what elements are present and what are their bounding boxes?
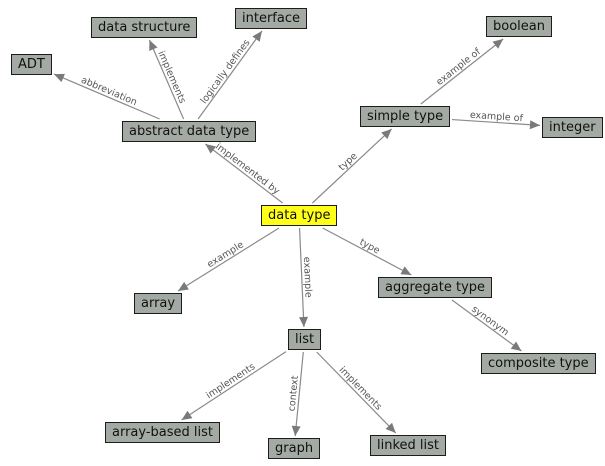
arrowhead-icon: [178, 281, 189, 291]
edge-line: [148, 39, 185, 120]
edge-label: example: [301, 257, 314, 298]
node-interface[interactable]: interface: [235, 8, 307, 29]
arrowhead-icon: [291, 425, 301, 436]
edge-label: implements: [155, 49, 187, 105]
node-array-based-list[interactable]: array-based list: [105, 422, 221, 443]
edge-label: example of: [470, 110, 524, 124]
edge-abstract-data-type-to-data-structure: implements: [148, 39, 188, 120]
node-simple-type[interactable]: simple type: [360, 106, 451, 127]
edge-line: [294, 351, 304, 437]
edge-aggregate-type-to-composite-type: synonym: [451, 299, 522, 352]
edge-line: [53, 73, 160, 120]
edge-label: example: [205, 239, 246, 270]
edge-data-type-to-simple-type: type: [311, 128, 393, 204]
edge-abstract-data-type-to-adt: abbreviation: [53, 73, 160, 120]
arrowhead-icon: [299, 316, 308, 327]
arrowhead-icon: [252, 31, 262, 42]
edge-list-to-array-based-list: implements: [181, 351, 287, 421]
node-composite-type[interactable]: composite type: [481, 353, 596, 374]
edge-line: [451, 118, 541, 126]
edge-label: logically defines: [199, 37, 253, 106]
node-data-type[interactable]: data type: [261, 205, 338, 226]
edge-line: [322, 227, 412, 276]
edge-line: [451, 299, 522, 352]
node-list[interactable]: list: [288, 329, 322, 350]
arrowhead-icon: [400, 266, 412, 275]
edge-line: [205, 143, 283, 204]
edge-line: [181, 351, 287, 421]
arrowhead-icon: [205, 144, 217, 154]
edge-simple-type-to-integer: example of: [451, 110, 541, 130]
arrowhead-icon: [529, 120, 540, 130]
arrowhead-icon: [510, 341, 522, 351]
arrowhead-icon: [492, 39, 504, 49]
edge-line: [177, 227, 280, 292]
edge-line: [197, 30, 263, 120]
edge-data-type-to-aggregate-type: type: [322, 227, 412, 276]
edge-data-type-to-list: example: [298, 227, 314, 328]
edge-list-to-linked-list: implements: [316, 351, 397, 434]
node-adt[interactable]: ADT: [11, 54, 52, 75]
edge-simple-type-to-boolean: example of: [420, 38, 504, 105]
edge-label: context: [287, 375, 301, 412]
edge-label: abbreviation: [79, 75, 138, 108]
node-array[interactable]: array: [134, 293, 183, 314]
arrowhead-icon: [54, 73, 65, 83]
edge-label: example of: [434, 46, 483, 88]
edge-label: type: [358, 237, 382, 257]
arrowhead-icon: [385, 422, 396, 433]
edge-line: [420, 38, 504, 105]
edge-data-type-to-array: example: [177, 227, 280, 292]
edge-label: implements: [337, 365, 384, 413]
node-integer[interactable]: integer: [542, 117, 603, 138]
edge-label: implemented by: [213, 141, 282, 197]
edge-line: [311, 128, 393, 204]
node-aggregate-type[interactable]: aggregate type: [378, 277, 493, 298]
arrowhead-icon: [381, 129, 392, 140]
node-data-structure[interactable]: data structure: [91, 17, 198, 38]
edge-line: [316, 351, 397, 434]
node-graph[interactable]: graph: [268, 438, 321, 459]
arrowhead-icon: [181, 410, 193, 420]
edge-line: [298, 227, 305, 328]
node-linked-list[interactable]: linked list: [370, 435, 447, 456]
node-abstract-data-type[interactable]: abstract data type: [122, 121, 257, 142]
arrowhead-icon: [149, 40, 158, 51]
edge-abstract-data-type-to-interface: logically defines: [197, 30, 263, 120]
edge-list-to-graph: context: [287, 351, 304, 437]
edge-label: implements: [204, 361, 257, 401]
edge-label: synonym: [469, 304, 510, 339]
edge-data-type-to-abstract-data-type: implemented by: [205, 141, 283, 204]
node-boolean[interactable]: boolean: [486, 16, 552, 37]
